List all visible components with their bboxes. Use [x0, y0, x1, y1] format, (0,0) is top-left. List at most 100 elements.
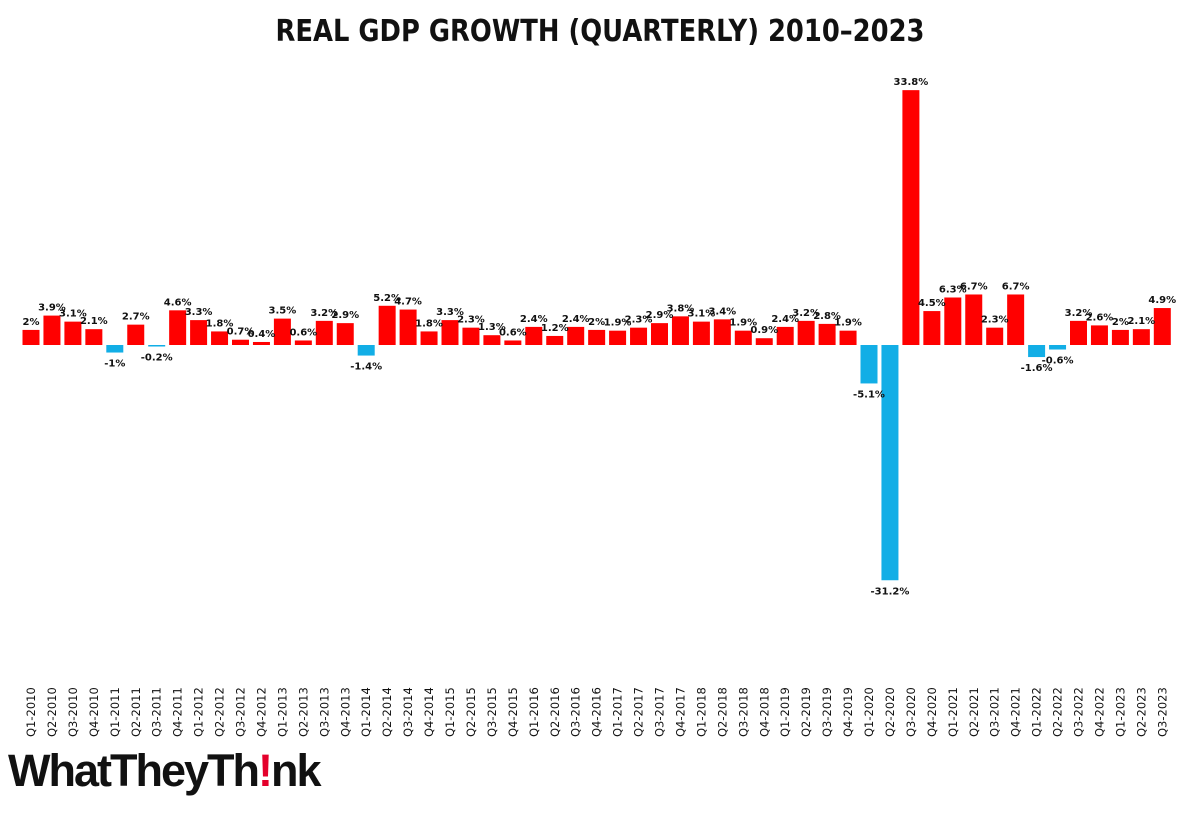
- x-tick-label-Q4-2013: Q4-2013: [338, 687, 352, 737]
- value-label-Q2-2016: 1.2%: [541, 323, 569, 334]
- value-label-Q2-2012: 1.8%: [206, 318, 234, 329]
- x-tick-label-Q3-2011: Q3-2011: [150, 687, 164, 737]
- x-tick-label-Q2-2014: Q2-2014: [380, 687, 394, 737]
- value-label-Q1-2021: 6.3%: [939, 285, 967, 296]
- x-tick-label-Q4-2012: Q4-2012: [254, 687, 268, 737]
- whattheythink-logo: WhatTheyTh!nk: [8, 745, 321, 797]
- x-tick-label-Q1-2015: Q1-2015: [443, 687, 457, 737]
- logo-exclamation-mark: !: [257, 745, 273, 796]
- value-label-Q3-2018: 1.9%: [729, 318, 757, 329]
- x-tick-label-Q4-2014: Q4-2014: [422, 687, 436, 737]
- bar-Q2-2020: [881, 345, 899, 581]
- bar-Q1-2014: [357, 345, 375, 356]
- x-tick-label-Q3-2017: Q3-2017: [653, 687, 667, 737]
- value-label-Q2-2013: 0.6%: [289, 327, 317, 338]
- bar-Q2-2022: [1049, 345, 1067, 350]
- x-tick-label-Q3-2019: Q3-2019: [820, 687, 834, 737]
- bar-Q3-2016: [567, 326, 585, 345]
- bar-Q3-2017: [651, 323, 668, 345]
- x-tick-label-Q4-2017: Q4-2017: [673, 687, 687, 737]
- value-label-Q1-2017: 1.9%: [604, 318, 632, 329]
- x-tick-label-Q3-2022: Q3-2022: [1072, 687, 1086, 737]
- value-label-Q2-2020: -31.2%: [871, 586, 910, 597]
- bar-Q3-2015: [483, 335, 501, 345]
- x-tick-label-Q4-2020: Q4-2020: [925, 687, 939, 737]
- x-tick-label-Q3-2012: Q3-2012: [234, 687, 248, 737]
- value-label-Q4-2018: 0.9%: [750, 325, 778, 336]
- bar-Q1-2012: [190, 320, 208, 345]
- bar-Q1-2010: [22, 329, 40, 345]
- x-tick-label-Q4-2015: Q4-2015: [506, 687, 520, 737]
- value-label-Q3-2022: 3.2%: [1065, 308, 1093, 319]
- value-labels-layer: 2%3.9%3.1%2.1%-1%2.7%-0.2%4.6%3.3%1.8%0.…: [23, 77, 1177, 597]
- x-tick-label-Q1-2016: Q1-2016: [527, 687, 541, 737]
- value-label-Q1-2020: -5.1%: [853, 389, 885, 400]
- value-label-Q1-2013: 3.5%: [269, 306, 297, 317]
- value-label-Q1-2015: 3.3%: [436, 307, 464, 318]
- value-label-Q4-2020: 4.5%: [918, 298, 946, 309]
- x-tick-label-Q3-2021: Q3-2021: [988, 687, 1002, 737]
- bar-Q3-2022: [1070, 320, 1087, 345]
- x-tick-label-Q2-2010: Q2-2010: [45, 687, 59, 737]
- bar-Q1-2021: [944, 297, 962, 345]
- x-tick-label-Q3-2016: Q3-2016: [569, 687, 583, 737]
- x-tick-label-Q1-2022: Q1-2022: [1030, 687, 1044, 737]
- value-label-Q3-2011: -0.2%: [141, 353, 173, 364]
- bar-chart: 2%3.9%3.1%2.1%-1%2.7%-0.2%4.6%3.3%1.8%0.…: [22, 77, 1177, 737]
- value-label-Q4-2015: 0.6%: [499, 327, 527, 338]
- bar-Q4-2010: [85, 329, 103, 345]
- bar-Q4-2022: [1090, 325, 1108, 345]
- value-label-Q3-2017: 2.9%: [646, 310, 674, 321]
- value-label-Q3-2023: 4.9%: [1148, 295, 1176, 306]
- x-tick-label-Q2-2019: Q2-2019: [799, 687, 813, 737]
- x-tick-label-Q1-2018: Q1-2018: [694, 687, 708, 737]
- bar-Q2-2016: [546, 335, 564, 345]
- value-label-Q3-2021: 2.3%: [981, 315, 1009, 326]
- x-tick-label-Q1-2020: Q1-2020: [862, 687, 876, 737]
- value-label-Q3-2012: 0.7%: [227, 327, 255, 338]
- bar-Q2-2010: [43, 315, 61, 345]
- value-label-Q1-2014: -1.4%: [350, 362, 382, 373]
- value-label-Q4-2012: 0.4%: [248, 329, 276, 340]
- x-tick-label-Q1-2010: Q1-2010: [24, 687, 38, 737]
- x-tick-label-Q1-2021: Q1-2021: [946, 687, 960, 737]
- chart-title: REAL GDP GROWTH (QUARTERLY) 2010–2023: [275, 14, 925, 49]
- value-label-Q3-2010: 3.1%: [59, 309, 87, 320]
- x-tick-label-Q2-2018: Q2-2018: [715, 687, 729, 737]
- x-tick-label-Q3-2015: Q3-2015: [485, 687, 499, 737]
- value-label-Q1-2018: 3.1%: [688, 309, 716, 320]
- x-tick-label-Q2-2021: Q2-2021: [967, 687, 981, 737]
- value-label-Q2-2011: 2.7%: [122, 312, 150, 323]
- bar-Q3-2014: [399, 309, 417, 345]
- bar-Q3-2020: [902, 90, 920, 346]
- value-label-Q3-2013: 3.2%: [310, 308, 338, 319]
- bar-Q2-2011: [127, 324, 145, 345]
- value-label-Q2-2017: 2.3%: [625, 315, 653, 326]
- value-label-Q1-2023: 2%: [1112, 317, 1129, 328]
- value-label-Q1-2019: 2.4%: [771, 314, 799, 325]
- x-tick-label-Q3-2023: Q3-2023: [1155, 687, 1169, 737]
- logo-text-start: WhatTheyTh: [8, 745, 260, 796]
- x-tick-label-Q3-2010: Q3-2010: [66, 687, 80, 737]
- x-tick-label-Q3-2013: Q3-2013: [317, 687, 331, 737]
- value-label-Q3-2016: 2.4%: [562, 314, 590, 325]
- x-tick-label-Q2-2011: Q2-2011: [129, 687, 143, 737]
- x-tick-label-Q3-2018: Q3-2018: [736, 687, 750, 737]
- x-tick-label-Q4-2010: Q4-2010: [87, 687, 101, 737]
- value-label-Q4-2010: 2.1%: [80, 316, 108, 327]
- x-tick-label-Q4-2022: Q4-2022: [1092, 687, 1106, 737]
- bar-Q3-2019: [818, 323, 836, 345]
- value-label-Q1-2012: 3.3%: [185, 307, 213, 318]
- value-label-Q1-2022: -1.6%: [1021, 363, 1053, 374]
- value-label-Q4-2011: 4.6%: [164, 297, 192, 308]
- x-tick-label-Q4-2021: Q4-2021: [1009, 687, 1023, 737]
- bar-Q3-2010: [64, 321, 82, 345]
- x-tick-label-Q2-2016: Q2-2016: [548, 687, 562, 737]
- value-label-Q2-2015: 2.3%: [457, 315, 485, 326]
- bar-Q1-2017: [609, 330, 627, 345]
- bar-Q2-2019: [797, 320, 815, 345]
- bar-Q2-2015: [462, 327, 480, 345]
- value-label-Q2-2022: -0.6%: [1042, 356, 1074, 367]
- x-tick-label-Q1-2017: Q1-2017: [611, 687, 625, 737]
- value-label-Q2-2018: 3.4%: [708, 306, 736, 317]
